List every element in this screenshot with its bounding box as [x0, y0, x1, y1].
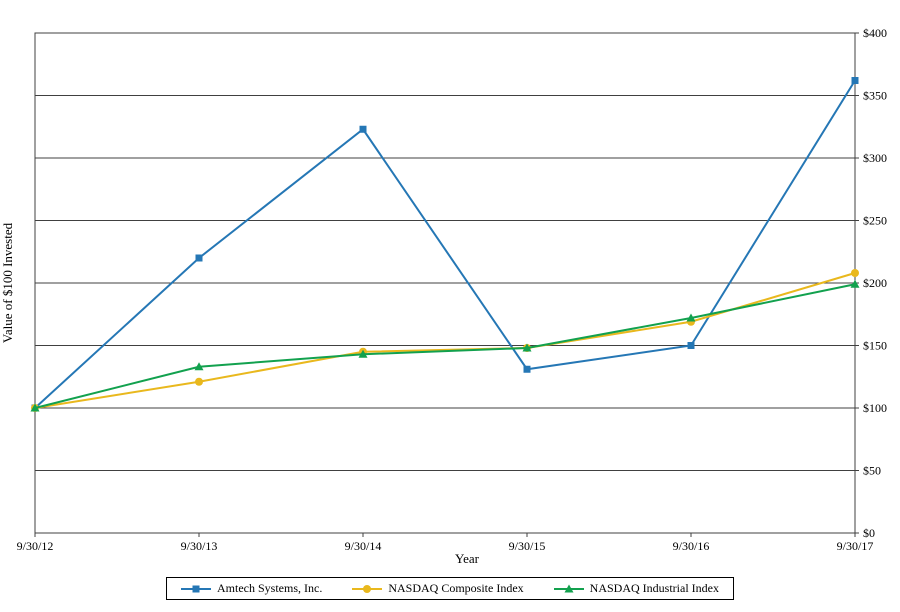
chart: $0 $50 $100 $150 $200 $250 $300 $350 $400 9/30/12… — [0, 26, 887, 566]
y-tick-label: $400 — [863, 26, 887, 40]
series-marker-1 — [195, 377, 203, 386]
legend-item-2: NASDAQ Industrial Index — [553, 581, 719, 596]
y-tick-label: $350 — [863, 89, 887, 103]
chart-legend: Amtech Systems, Inc. NASDAQ Composite Ind… — [166, 577, 734, 600]
y-axis-title: Value of $100 Invested — [0, 222, 15, 343]
series-line-2 — [34, 283, 856, 409]
series-marker-2 — [358, 349, 368, 358]
series-marker-2 — [30, 403, 40, 412]
y-tick-label: $50 — [863, 464, 881, 478]
x-tick-label: 9/30/16 — [673, 539, 710, 553]
x-tick-label: 9/30/14 — [345, 539, 382, 553]
series-marker-2 — [686, 313, 696, 322]
series-line-1 — [34, 272, 856, 409]
series-marker-2 — [194, 362, 204, 371]
y-tick-label: $0 — [863, 526, 875, 540]
x-tick-label: 9/30/17 — [837, 539, 874, 553]
legend-label: NASDAQ Industrial Index — [589, 581, 719, 595]
legend-square-icon — [181, 585, 212, 592]
y-tick-label: $100 — [863, 401, 887, 415]
x-tick-label: 9/30/15 — [509, 539, 546, 553]
legend-label: Amtech Systems, Inc. — [217, 581, 323, 595]
series-marker-0 — [195, 254, 203, 262]
series-marker-2 — [522, 343, 532, 352]
y-tick-label: $200 — [863, 276, 887, 290]
series-marker-0 — [523, 365, 531, 373]
legend-item-1: NASDAQ Composite Index — [352, 581, 524, 596]
series-marker-2 — [850, 279, 860, 288]
y-tick-label: $150 — [863, 339, 887, 353]
legend-label: NASDAQ Composite Index — [388, 581, 524, 595]
y-tick-label: $250 — [863, 214, 887, 228]
series-marker-1 — [851, 269, 859, 277]
x-tick-label: 9/30/13 — [181, 539, 218, 553]
plot-area: $0 $50 $100 $150 $200 $250 $300 $350 $400 9/30/12… — [17, 26, 887, 553]
legend-triangle-icon — [553, 584, 584, 592]
y-tick-label: $300 — [863, 151, 887, 165]
series-marker-0 — [687, 342, 695, 349]
series-marker-0 — [851, 77, 859, 84]
legend-item-0: Amtech Systems, Inc. — [181, 581, 322, 596]
series-marker-0 — [359, 125, 367, 133]
x-axis-title: Year — [455, 551, 480, 566]
x-tick-label: 9/30/12 — [17, 539, 54, 553]
series-line-0 — [34, 79, 856, 409]
legend-circle-icon — [352, 584, 383, 593]
